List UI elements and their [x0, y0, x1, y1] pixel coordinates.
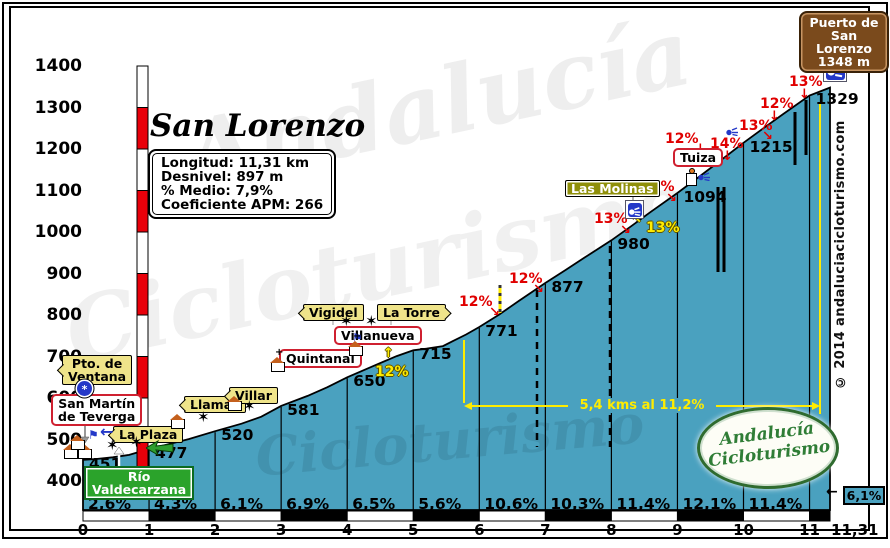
copyright-text: © 2014 andaluciacicloturismo.com — [833, 120, 848, 390]
inner-border — [9, 6, 870, 531]
info-longitud: Longitud: 11,31 km — [161, 155, 310, 171]
summit-sign-line2: San Lorenzo — [816, 28, 872, 56]
summit-sign-line3: 1348 m — [817, 54, 871, 69]
outer-border — [2, 2, 888, 539]
summit-sign-line1: Puerto de — [809, 15, 879, 30]
summit-sign: Puerto de San Lorenzo 1348 m — [799, 11, 889, 73]
brand-logo-text: Andalucía Cicloturismo — [698, 416, 838, 472]
info-coeficiente: Coeficiente APM: 266 — [161, 197, 324, 213]
climb-info-inner: Longitud: 11,31 km Desnivel: 897 m % Med… — [152, 153, 333, 215]
climb-title: San Lorenzo — [150, 108, 366, 144]
info-desnivel: Desnivel: 897 m — [161, 169, 284, 185]
info-medio: % Medio: 7,9% — [161, 183, 273, 199]
final-gradient-box: 6,1% — [843, 486, 885, 505]
steep-section-label: 5,4 kms al 11,2% — [568, 398, 716, 413]
brand-logo: Andalucía Cicloturismo — [697, 407, 839, 489]
climb-info-box: Longitud: 11,31 km Desnivel: 897 m % Med… — [148, 149, 337, 219]
final-gradient-arrow: ← — [826, 484, 838, 500]
